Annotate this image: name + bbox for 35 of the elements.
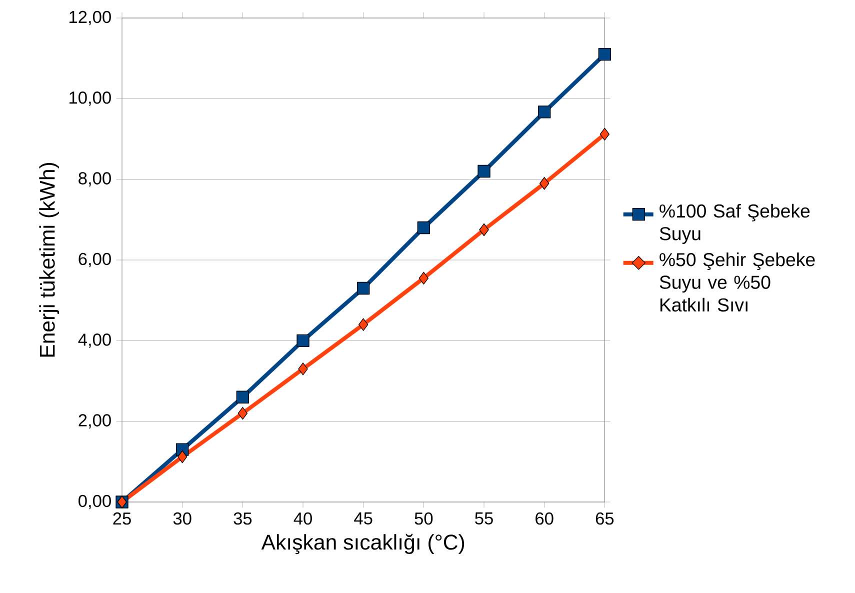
point bbox=[479, 223, 489, 236]
y-tick-label: 10,00 bbox=[70, 92, 111, 106]
legend-label: %50 Şehir Şebeke Suyu ve %50 Katkılı Sıvı bbox=[660, 252, 815, 312]
point bbox=[238, 406, 248, 420]
x-tick-label: 45 bbox=[354, 512, 372, 524]
y-tick-label: 0,00 bbox=[78, 494, 111, 510]
point bbox=[178, 450, 188, 464]
point bbox=[538, 106, 551, 118]
y-axis-title: Enerji tüketimi (kWh) bbox=[39, 162, 60, 357]
y-tick-label: 6,00 bbox=[78, 252, 111, 268]
x-tick-label: 30 bbox=[173, 512, 192, 525]
point bbox=[600, 128, 610, 140]
point bbox=[417, 221, 430, 234]
point bbox=[296, 334, 310, 347]
point bbox=[298, 362, 308, 376]
y-tick-label: 8,00 bbox=[78, 172, 111, 186]
y-tick-label: 4,00 bbox=[78, 334, 111, 348]
x-tick-label: 35 bbox=[234, 512, 252, 525]
legend-label: %100 Saf Şebeke Suyu bbox=[660, 204, 810, 244]
point bbox=[418, 272, 429, 284]
x-tick-label: 65 bbox=[596, 512, 614, 525]
x-tick-label: 55 bbox=[475, 512, 493, 524]
point bbox=[478, 164, 490, 178]
x-tick-label: 40 bbox=[294, 512, 312, 525]
point bbox=[357, 282, 370, 295]
point bbox=[358, 318, 368, 331]
point bbox=[236, 390, 250, 404]
x-tick-label: 50 bbox=[414, 512, 433, 525]
y-tick-label: 12,00 bbox=[70, 10, 111, 26]
x-tick-label: 60 bbox=[536, 512, 554, 525]
point bbox=[540, 177, 550, 190]
x-tick-label: 25 bbox=[113, 512, 131, 525]
x-axis-title: Akışkan sıcaklığı (°C) bbox=[261, 534, 464, 554]
point bbox=[598, 48, 612, 61]
y-tick-label: 2,00 bbox=[78, 414, 111, 428]
